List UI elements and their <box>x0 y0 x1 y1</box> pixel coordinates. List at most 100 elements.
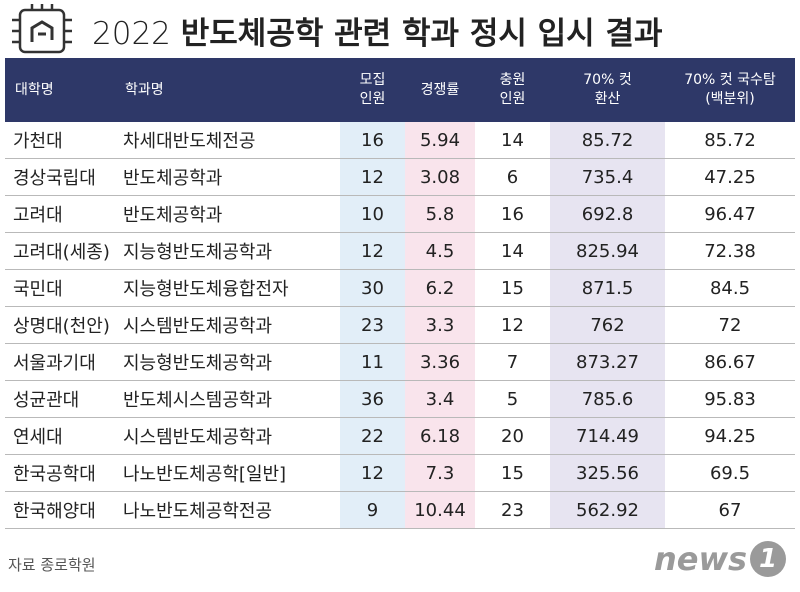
table-cell: 연세대 <box>5 418 115 455</box>
table-cell: 825.94 <box>550 233 665 270</box>
title: 2022 반도체공학 관련 학과 정시 입시 결과 <box>92 8 663 53</box>
logo: news 1 <box>654 540 787 578</box>
header-cell: 학과명 <box>115 58 340 122</box>
header-text: 환산 <box>594 91 621 107</box>
header-cell: 대학명 <box>5 58 115 122</box>
table-cell: 12 <box>340 159 405 196</box>
table-cell: 762 <box>550 307 665 344</box>
table-cell: 반도체공학과 <box>115 159 340 196</box>
table-cell: 나노반도체공학[일반] <box>115 455 340 492</box>
table-cell: 72 <box>665 307 795 344</box>
table-cell: 16 <box>475 196 550 233</box>
table-cell: 325.56 <box>550 455 665 492</box>
header-text: 모집 <box>359 72 386 88</box>
header-text: (백분위) <box>705 91 755 107</box>
table-cell: 6.18 <box>405 418 475 455</box>
table-cell: 20 <box>475 418 550 455</box>
table-cell: 23 <box>475 492 550 529</box>
table-cell: 562.92 <box>550 492 665 529</box>
header-text: 70% 컷 국수탐 <box>684 72 776 88</box>
table-cell: 12 <box>340 455 405 492</box>
table-cell: 3.36 <box>405 344 475 381</box>
table-cell: 692.8 <box>550 196 665 233</box>
header-row <box>5 58 795 122</box>
header-text: 대학명 <box>15 81 54 98</box>
logo-text: news <box>654 540 748 578</box>
table-cell: 86.67 <box>665 344 795 381</box>
header-text: 인원 <box>499 91 526 107</box>
header-text: 70% 컷 <box>583 72 632 88</box>
table-cell: 가천대 <box>5 122 115 159</box>
table-cell: 시스템반도체공학과 <box>115 418 340 455</box>
table-cell: 96.47 <box>665 196 795 233</box>
table-cell: 3.4 <box>405 381 475 418</box>
table-cell: 5.8 <box>405 196 475 233</box>
logo-mark: 1 <box>750 541 787 577</box>
header-cell: 70% 컷 국수탐 (백분위) <box>665 58 795 122</box>
table-cell: 6 <box>475 159 550 196</box>
table-cell: 67 <box>665 492 795 529</box>
header-cell: 경쟁률 <box>405 58 475 122</box>
header-text: 학과명 <box>125 81 164 98</box>
table-cell: 7 <box>475 344 550 381</box>
table-cell: 11 <box>340 344 405 381</box>
table-cell: 지능형반도체공학과 <box>115 344 340 381</box>
title-text: 반도체공학 관련 학과 정시 입시 결과 <box>180 16 663 52</box>
table-cell: 9 <box>340 492 405 529</box>
table-cell: 12 <box>475 307 550 344</box>
table-cell: 3.08 <box>405 159 475 196</box>
table-cell: 16 <box>340 122 405 159</box>
table-cell: 6.2 <box>405 270 475 307</box>
table-cell: 84.5 <box>665 270 795 307</box>
table-cell: 고려대(세종) <box>5 233 115 270</box>
table-cell: 7.3 <box>405 455 475 492</box>
table-cell: 성균관대 <box>5 381 115 418</box>
table-cell: 지능형반도체공학과 <box>115 233 340 270</box>
table-cell: 95.83 <box>665 381 795 418</box>
table-cell: 14 <box>475 122 550 159</box>
table-cell: 3.3 <box>405 307 475 344</box>
table-cell: 한국공학대 <box>5 455 115 492</box>
table-cell: 반도체시스템공학과 <box>115 381 340 418</box>
header-text: 경쟁률 <box>420 81 460 98</box>
table-cell: 873.27 <box>550 344 665 381</box>
table-cell: 10 <box>340 196 405 233</box>
table-cell: 15 <box>475 270 550 307</box>
table-cell: 경상국립대 <box>5 159 115 196</box>
table-cell: 22 <box>340 418 405 455</box>
table-cell: 785.6 <box>550 381 665 418</box>
header-text: 충원 <box>499 72 526 88</box>
table-cell: 735.4 <box>550 159 665 196</box>
table-cell: 시스템반도체공학과 <box>115 307 340 344</box>
table-cell: 고려대 <box>5 196 115 233</box>
table-cell: 871.5 <box>550 270 665 307</box>
table-cell: 한국해양대 <box>5 492 115 529</box>
table-cell: 72.38 <box>665 233 795 270</box>
table-cell: 85.72 <box>550 122 665 159</box>
table-cell: 30 <box>340 270 405 307</box>
table-cell: 5.94 <box>405 122 475 159</box>
table-cell: 714.49 <box>550 418 665 455</box>
table-cell: 지능형반도체융합전자 <box>115 270 340 307</box>
table-cell: 서울과기대 <box>5 344 115 381</box>
table-cell: 14 <box>475 233 550 270</box>
table-cell: 47.25 <box>665 159 795 196</box>
table-cell: 4.5 <box>405 233 475 270</box>
table-cell: 69.5 <box>665 455 795 492</box>
table-cell: 나노반도체공학전공 <box>115 492 340 529</box>
table-cell: 반도체공학과 <box>115 196 340 233</box>
title-year: 2022 <box>92 16 171 52</box>
table-cell: 국민대 <box>5 270 115 307</box>
table-cell: 10.44 <box>405 492 475 529</box>
chip-icon <box>12 4 72 54</box>
table-cell: 5 <box>475 381 550 418</box>
source: 자료 종로학원 <box>8 556 96 574</box>
table-cell: 상명대(천안) <box>5 307 115 344</box>
table-cell: 36 <box>340 381 405 418</box>
header-text: 인원 <box>359 91 386 107</box>
table-cell: 85.72 <box>665 122 795 159</box>
